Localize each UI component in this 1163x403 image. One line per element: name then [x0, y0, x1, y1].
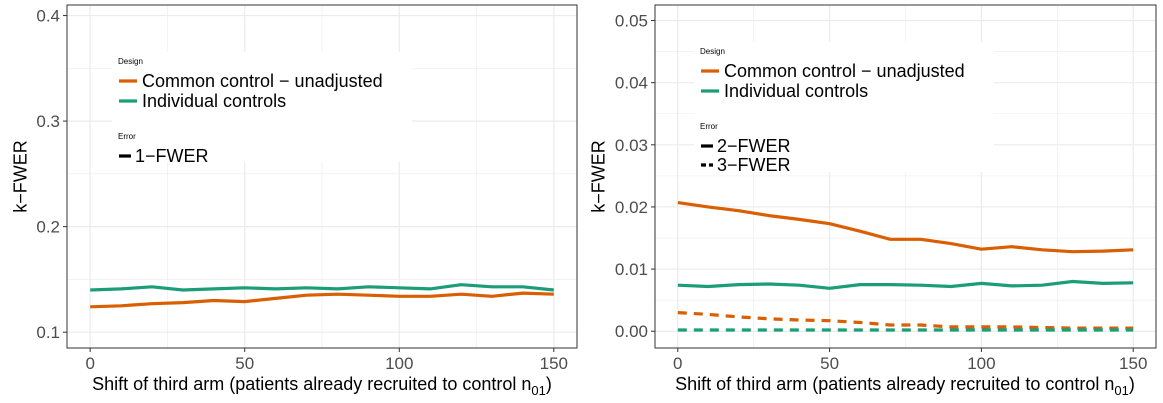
legend-label-design: Common control − unadjusted	[142, 71, 383, 91]
chart-panel-1: 0 50 100 150 0.1 0.2 0.3 0.4 k−FWER Shift of thir…	[10, 4, 578, 398]
x-tick-label: 100	[385, 354, 413, 373]
y-tick-label: 0.03	[615, 136, 648, 155]
x-axis-label-subscript: 01	[1114, 383, 1128, 398]
x-axis-label-main: Shift of third arm (patients already rec…	[92, 374, 531, 394]
y-axis-label: k−FWER	[588, 140, 608, 213]
x-tick-label: 0	[673, 354, 682, 373]
legend-label-error: 1−FWER	[135, 146, 209, 166]
legend-label-design: Common control − unadjusted	[724, 61, 965, 81]
x-tick-label: 100	[967, 354, 995, 373]
y-tick-label: 0.2	[36, 218, 60, 237]
legend: Design Common control − unadjustedIndivid…	[694, 42, 994, 175]
y-tick-label: 0.00	[615, 322, 648, 341]
legend-design-title: Design	[118, 57, 143, 66]
chart-panel-2: 0 50 100 150 0.00 0.01 0.02 0.03 0.04 0.05 k−FWER S…	[588, 4, 1157, 398]
legend-background	[694, 42, 994, 172]
legend-background	[112, 52, 412, 162]
legend-label-design: Individual controls	[724, 81, 868, 101]
series-line-2	[90, 283, 554, 292]
y-tick-label: 0.04	[615, 74, 648, 93]
y-tick-label: 0.4	[36, 7, 60, 26]
legend-label-error: 3−FWER	[717, 155, 791, 175]
series-line-1	[90, 291, 554, 309]
x-axis-label: Shift of third arm (patients already rec…	[675, 374, 1135, 398]
panel-border	[66, 4, 578, 349]
series-line-1	[677, 201, 1134, 254]
y-tick-label: 0.3	[36, 112, 60, 131]
legend-label-error: 2−FWER	[717, 136, 791, 156]
series-line-2	[677, 279, 1134, 290]
y-tick-label: 0.05	[615, 12, 648, 31]
y-tick-label: 0.02	[615, 198, 648, 217]
legend: Design Common control − unadjustedIndivid…	[112, 52, 412, 166]
legend-error-title: Error	[700, 122, 718, 131]
legend-error-title: Error	[118, 132, 136, 141]
x-axis-label-subscript: 01	[531, 383, 545, 398]
x-tick-label: 50	[820, 354, 839, 373]
y-tick-label: 0.1	[36, 323, 60, 342]
x-axis-label-close: )	[1129, 374, 1135, 394]
x-tick-label: 150	[1119, 354, 1147, 373]
series-line-3	[677, 311, 1134, 330]
legend-label-design: Individual controls	[142, 91, 286, 111]
x-axis-label-close: )	[546, 374, 552, 394]
x-axis-label-main: Shift of third arm (patients already rec…	[675, 374, 1114, 394]
panel-border	[654, 4, 1157, 349]
y-tick-label: 0.01	[615, 260, 648, 279]
x-tick-label: 150	[540, 354, 568, 373]
x-tick-label: 0	[85, 354, 94, 373]
y-axis-label: k−FWER	[10, 140, 30, 213]
legend-design-title: Design	[700, 47, 725, 56]
x-axis-label: Shift of third arm (patients already rec…	[92, 374, 552, 398]
x-tick-label: 50	[235, 354, 254, 373]
